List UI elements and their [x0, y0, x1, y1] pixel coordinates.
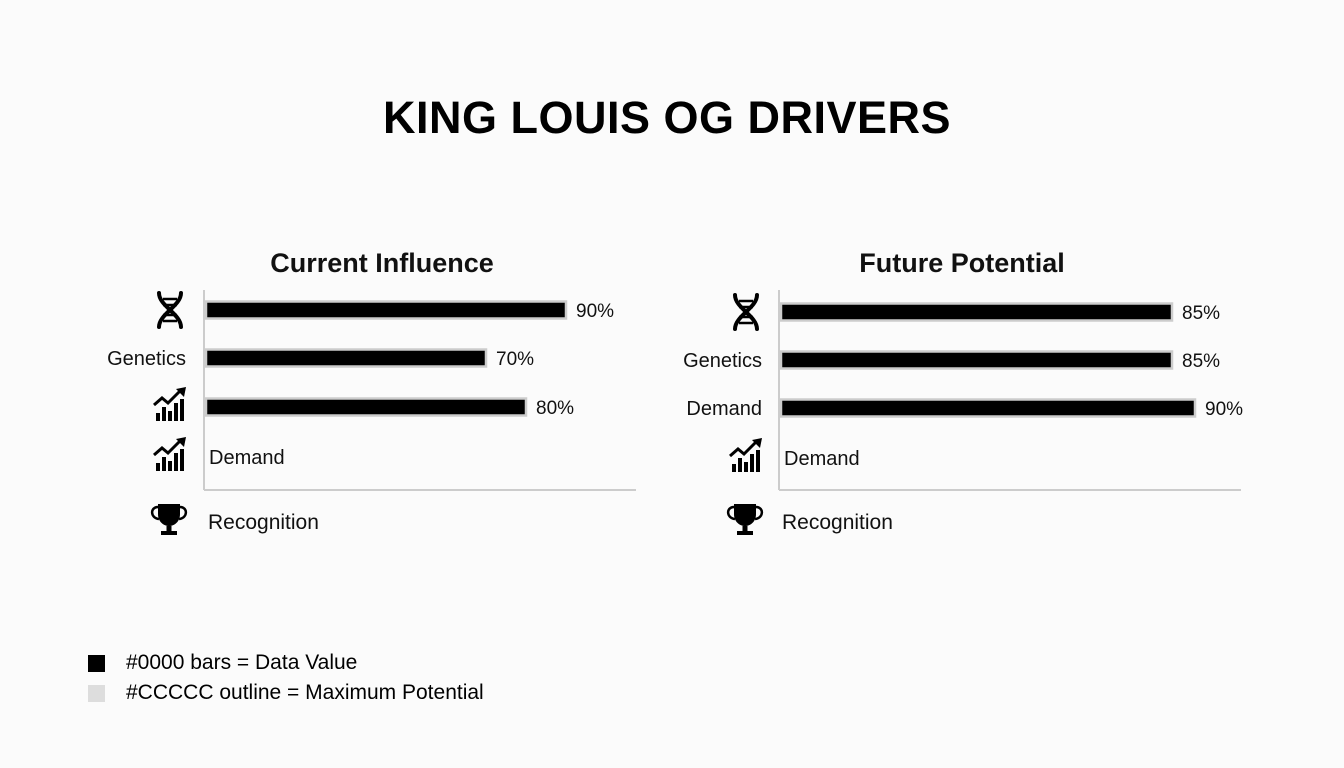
growth-bar: [738, 458, 742, 472]
bar-value-label: 80%: [536, 398, 574, 419]
category-label: Genetics: [107, 348, 186, 370]
bar-value-label: 90%: [1205, 399, 1243, 420]
legend-item-data-value: #0000 bars = Data Value: [88, 648, 484, 678]
legend: #0000 bars = Data Value #CCCCC outline =…: [88, 648, 484, 708]
recognition-label: Recognition: [782, 511, 893, 534]
growth-bar: [156, 463, 160, 471]
dna-icon: [733, 293, 759, 331]
panel-title: Current Influence: [270, 248, 494, 278]
growth-bar: [180, 449, 184, 471]
category-label: Genetics: [683, 350, 762, 372]
chart-title: KING LOUIS OG DRIVERS: [382, 92, 952, 143]
bar-value-label: 85%: [1182, 351, 1220, 372]
trophy-handle: [178, 505, 188, 521]
growth-bar: [168, 461, 172, 471]
legend-swatch-maximum-potential: [88, 684, 105, 702]
trophy-handle: [726, 505, 736, 521]
growth-bar: [162, 457, 166, 471]
category-label: Demand: [686, 398, 762, 420]
legend-label-maximum-potential: #CCCCC outline = Maximum Potential: [126, 681, 484, 704]
growth-arrowhead: [176, 387, 186, 397]
bar-value-label: 70%: [496, 349, 534, 370]
growth-line: [729, 440, 758, 458]
trophy-stem: [166, 526, 172, 531]
bar: [779, 350, 1174, 370]
bar: [204, 397, 528, 417]
bar: [204, 300, 568, 320]
bar-value-label: 90%: [576, 301, 614, 322]
growth-bar: [744, 462, 748, 472]
trophy-icon: [726, 504, 764, 535]
bar: [779, 398, 1197, 418]
trophy-icon: [150, 504, 188, 535]
trophy-handle: [754, 505, 764, 521]
growth-bar: [162, 407, 166, 421]
growth-bar: [168, 411, 172, 421]
bar-value-label: 85%: [1182, 303, 1220, 324]
legend-item-maximum-potential: #CCCCC outline = Maximum Potential: [88, 678, 484, 708]
legend-swatch-data-value: [88, 654, 105, 672]
growth-bar: [174, 453, 178, 471]
category-label: Demand: [209, 447, 285, 469]
growth-arrowhead: [176, 437, 186, 447]
growth-chart-icon: [153, 387, 186, 421]
future-potential-chart: Future Potential 85% 85% Genetics 90% Demand D…: [683, 248, 1243, 535]
growth-bar: [174, 403, 178, 421]
trophy-cup: [734, 504, 756, 526]
category-label: Demand: [784, 448, 860, 470]
current-influence-chart: Current Influence 90% 70% Genetics 80% Demand…: [107, 248, 636, 535]
trophy-stem: [742, 526, 748, 531]
growth-bar: [756, 450, 760, 472]
growth-arrowhead: [752, 438, 762, 448]
dna-strand: [157, 291, 183, 329]
growth-bar: [180, 399, 184, 421]
dna-icon: [157, 291, 183, 329]
dna-strand: [733, 293, 759, 331]
legend-label-data-value: #0000 bars = Data Value: [126, 651, 358, 674]
trophy-base: [737, 531, 753, 535]
bar: [204, 348, 488, 368]
trophy-cup: [158, 504, 180, 526]
trophy-handle: [150, 505, 160, 521]
growth-line: [153, 389, 182, 407]
growth-bar: [156, 413, 160, 421]
future-potential-panel: Future Potential 85% 85% Genetics 90% Demand D…: [640, 240, 1260, 560]
growth-bar: [732, 464, 736, 472]
panel-title: Future Potential: [859, 248, 1065, 278]
recognition-label: Recognition: [208, 511, 319, 534]
growth-chart-icon: [729, 438, 762, 472]
growth-line: [153, 439, 182, 457]
trophy-base: [161, 531, 177, 535]
growth-chart-icon: [153, 437, 186, 471]
growth-bar: [750, 454, 754, 472]
current-influence-panel: Current Influence 90% 70% Genetics 80% Demand…: [60, 240, 650, 560]
bar: [779, 302, 1174, 322]
